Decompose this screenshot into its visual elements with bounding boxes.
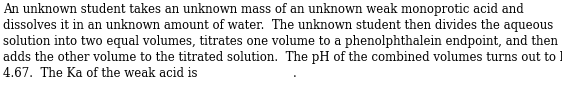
Text: An unknown student takes an unknown mass of an unknown weak monoprotic acid and
: An unknown student takes an unknown mass… xyxy=(3,3,562,80)
Text: 4.67.  The Ka of the weak acid is: 4.67. The Ka of the weak acid is xyxy=(3,3,201,80)
Text: .: . xyxy=(292,3,296,80)
Text: 4.67.  The Ka of the weak acid is: 4.67. The Ka of the weak acid is xyxy=(3,3,227,80)
